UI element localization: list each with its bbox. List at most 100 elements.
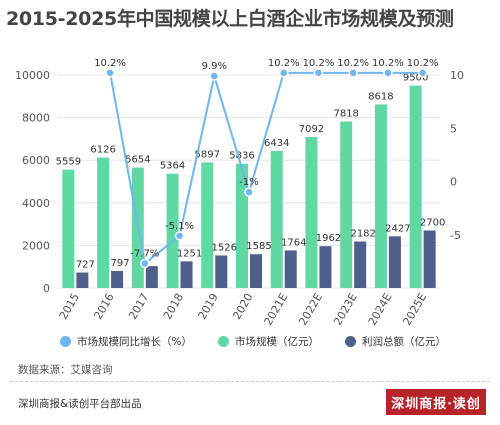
market-bar-label: 5654 xyxy=(125,155,150,166)
left-tick-label: 6000 xyxy=(22,154,50,167)
profit-bar-label: 727 xyxy=(76,260,95,271)
legend-item-market: 市场规模（亿元） xyxy=(217,334,319,349)
x-tick-label: 2016 xyxy=(91,291,116,322)
growth-point-label: -7.7% xyxy=(130,249,159,260)
data-source: 数据来源：艾媒咨询 xyxy=(18,364,113,376)
legend-dot-profit xyxy=(344,336,356,347)
profit-bar xyxy=(319,246,332,288)
market-bar-label: 9500 xyxy=(403,73,428,84)
legend-item-profit: 利润总额（亿元） xyxy=(344,334,446,349)
legend-dot-growth xyxy=(60,336,71,347)
market-bar-label: 6434 xyxy=(264,138,289,149)
growth-point-label: 10.2% xyxy=(94,58,126,69)
legend-label-profit: 利润总额（亿元） xyxy=(361,336,446,348)
profit-bar-label: 1526 xyxy=(212,242,237,253)
growth-point xyxy=(209,71,220,81)
profit-bar xyxy=(388,236,401,288)
right-tick-label: 0 xyxy=(450,176,457,189)
market-bar xyxy=(340,121,353,289)
chart-title: 2015-2025年中国规模以上白酒企业市场规模及预测 xyxy=(6,8,454,30)
growth-line: 10.2%-7.7%-5.1%9.9%-1%10.2% 10.2% 10.2% 10.… xyxy=(94,58,439,269)
left-tick-label: 0 xyxy=(43,282,50,295)
x-tick-label: 2018 xyxy=(161,291,186,322)
legend-dot-market xyxy=(217,336,229,347)
market-bar xyxy=(97,157,110,288)
growth-point xyxy=(140,258,150,269)
x-axis-ticks: 2015 2016 2017 2018 2019 2020 2021E 2022E 2023E 2… xyxy=(57,291,430,328)
growth-point xyxy=(244,187,254,197)
growth-point-label: -5.1% xyxy=(165,221,194,232)
bars xyxy=(62,85,436,289)
market-bar-label: 8618 xyxy=(368,91,393,102)
market-bar-label: 5364 xyxy=(160,161,185,172)
bar-labels: 5559 727 6126 797 5654 5364 1251 5897 1526 5836 15… xyxy=(56,73,446,271)
left-tick-label: 8000 xyxy=(22,112,50,125)
right-axis-ticks: -5 0 5 10 xyxy=(450,69,464,242)
market-bar-label: 7092 xyxy=(299,124,324,135)
legend-label-market: 市场规模（亿元） xyxy=(234,336,319,348)
left-tick-label: 10000 xyxy=(15,69,50,82)
profit-bar-label: 1962 xyxy=(316,233,341,244)
combo-chart: 0 2000 4000 6000 8000 10000 -5 0 5 10 5559 727 612… xyxy=(15,58,464,328)
x-tick-label: 2015 xyxy=(57,291,82,322)
market-bar-label: 5836 xyxy=(229,151,254,162)
x-tick-label: 2025E xyxy=(400,291,429,328)
profit-bar xyxy=(354,241,367,288)
publisher-logo: 深圳商报·读创 xyxy=(386,389,486,415)
market-bar-label: 6126 xyxy=(90,145,115,156)
growth-point-label: 10.2% xyxy=(372,58,404,69)
legend-item-growth: 市场规模同比增长（%） xyxy=(60,334,192,349)
x-tick-label: 2019 xyxy=(196,291,221,322)
market-bar xyxy=(62,169,75,288)
market-bar xyxy=(166,173,179,288)
growth-point xyxy=(348,68,358,78)
growth-point xyxy=(278,68,289,78)
growth-point xyxy=(174,231,185,241)
market-bar xyxy=(201,162,214,288)
profit-bar xyxy=(145,266,158,288)
growth-line-path xyxy=(109,71,423,266)
growth-point-label: 10.2% xyxy=(303,58,335,69)
growth-point-label: -1% xyxy=(239,177,258,188)
profit-bar-label: 1585 xyxy=(246,241,271,252)
footer-credit: 深圳商报&读创平台部出品 xyxy=(18,398,142,410)
profit-bar-label: 2182 xyxy=(350,229,375,240)
right-tick-label: -5 xyxy=(450,229,461,242)
growth-point-label: 10.2% xyxy=(268,58,300,69)
x-tick-label: 2024E xyxy=(366,291,395,328)
profit-bar xyxy=(76,272,89,288)
left-axis-ticks: 0 2000 4000 6000 8000 10000 xyxy=(15,69,50,295)
profit-bar xyxy=(111,271,124,288)
divider xyxy=(10,381,490,382)
profit-bar-label: 2700 xyxy=(420,217,445,228)
profit-bar-label: 1251 xyxy=(177,248,202,259)
market-bar-label: 7818 xyxy=(333,108,358,119)
market-bar xyxy=(374,104,387,288)
growth-point-label: 10.2% xyxy=(337,58,369,69)
x-tick-label: 2020 xyxy=(230,291,255,322)
x-tick-label: 2022E xyxy=(296,291,325,328)
growth-point xyxy=(417,68,428,78)
legend: 市场规模同比增长（%） 市场规模（亿元） 利润总额（亿元） xyxy=(60,334,446,349)
growth-point xyxy=(383,68,393,78)
left-tick-label: 2000 xyxy=(22,239,50,252)
profit-bar xyxy=(250,254,262,288)
growth-point xyxy=(105,68,115,78)
market-bar-label: 5897 xyxy=(195,149,220,160)
profit-bar-label: 1764 xyxy=(281,237,306,248)
profit-bar xyxy=(215,255,228,288)
left-tick-label: 4000 xyxy=(22,197,50,210)
logo-text: 深圳商报·读创 xyxy=(391,396,481,412)
x-tick-label: 2023E xyxy=(331,291,360,328)
legend-label-growth: 市场规模同比增长（%） xyxy=(77,336,192,348)
market-bar-label: 5559 xyxy=(56,157,81,168)
profit-bar-label: 2427 xyxy=(385,223,410,234)
market-bar xyxy=(270,150,283,288)
profit-bar xyxy=(284,250,297,288)
market-bar xyxy=(236,163,248,288)
market-bar xyxy=(409,85,422,289)
right-tick-label: 10 xyxy=(450,69,464,82)
right-tick-label: 5 xyxy=(450,122,457,135)
growth-point xyxy=(313,68,324,78)
growth-point-label: 10.2% xyxy=(407,58,439,69)
